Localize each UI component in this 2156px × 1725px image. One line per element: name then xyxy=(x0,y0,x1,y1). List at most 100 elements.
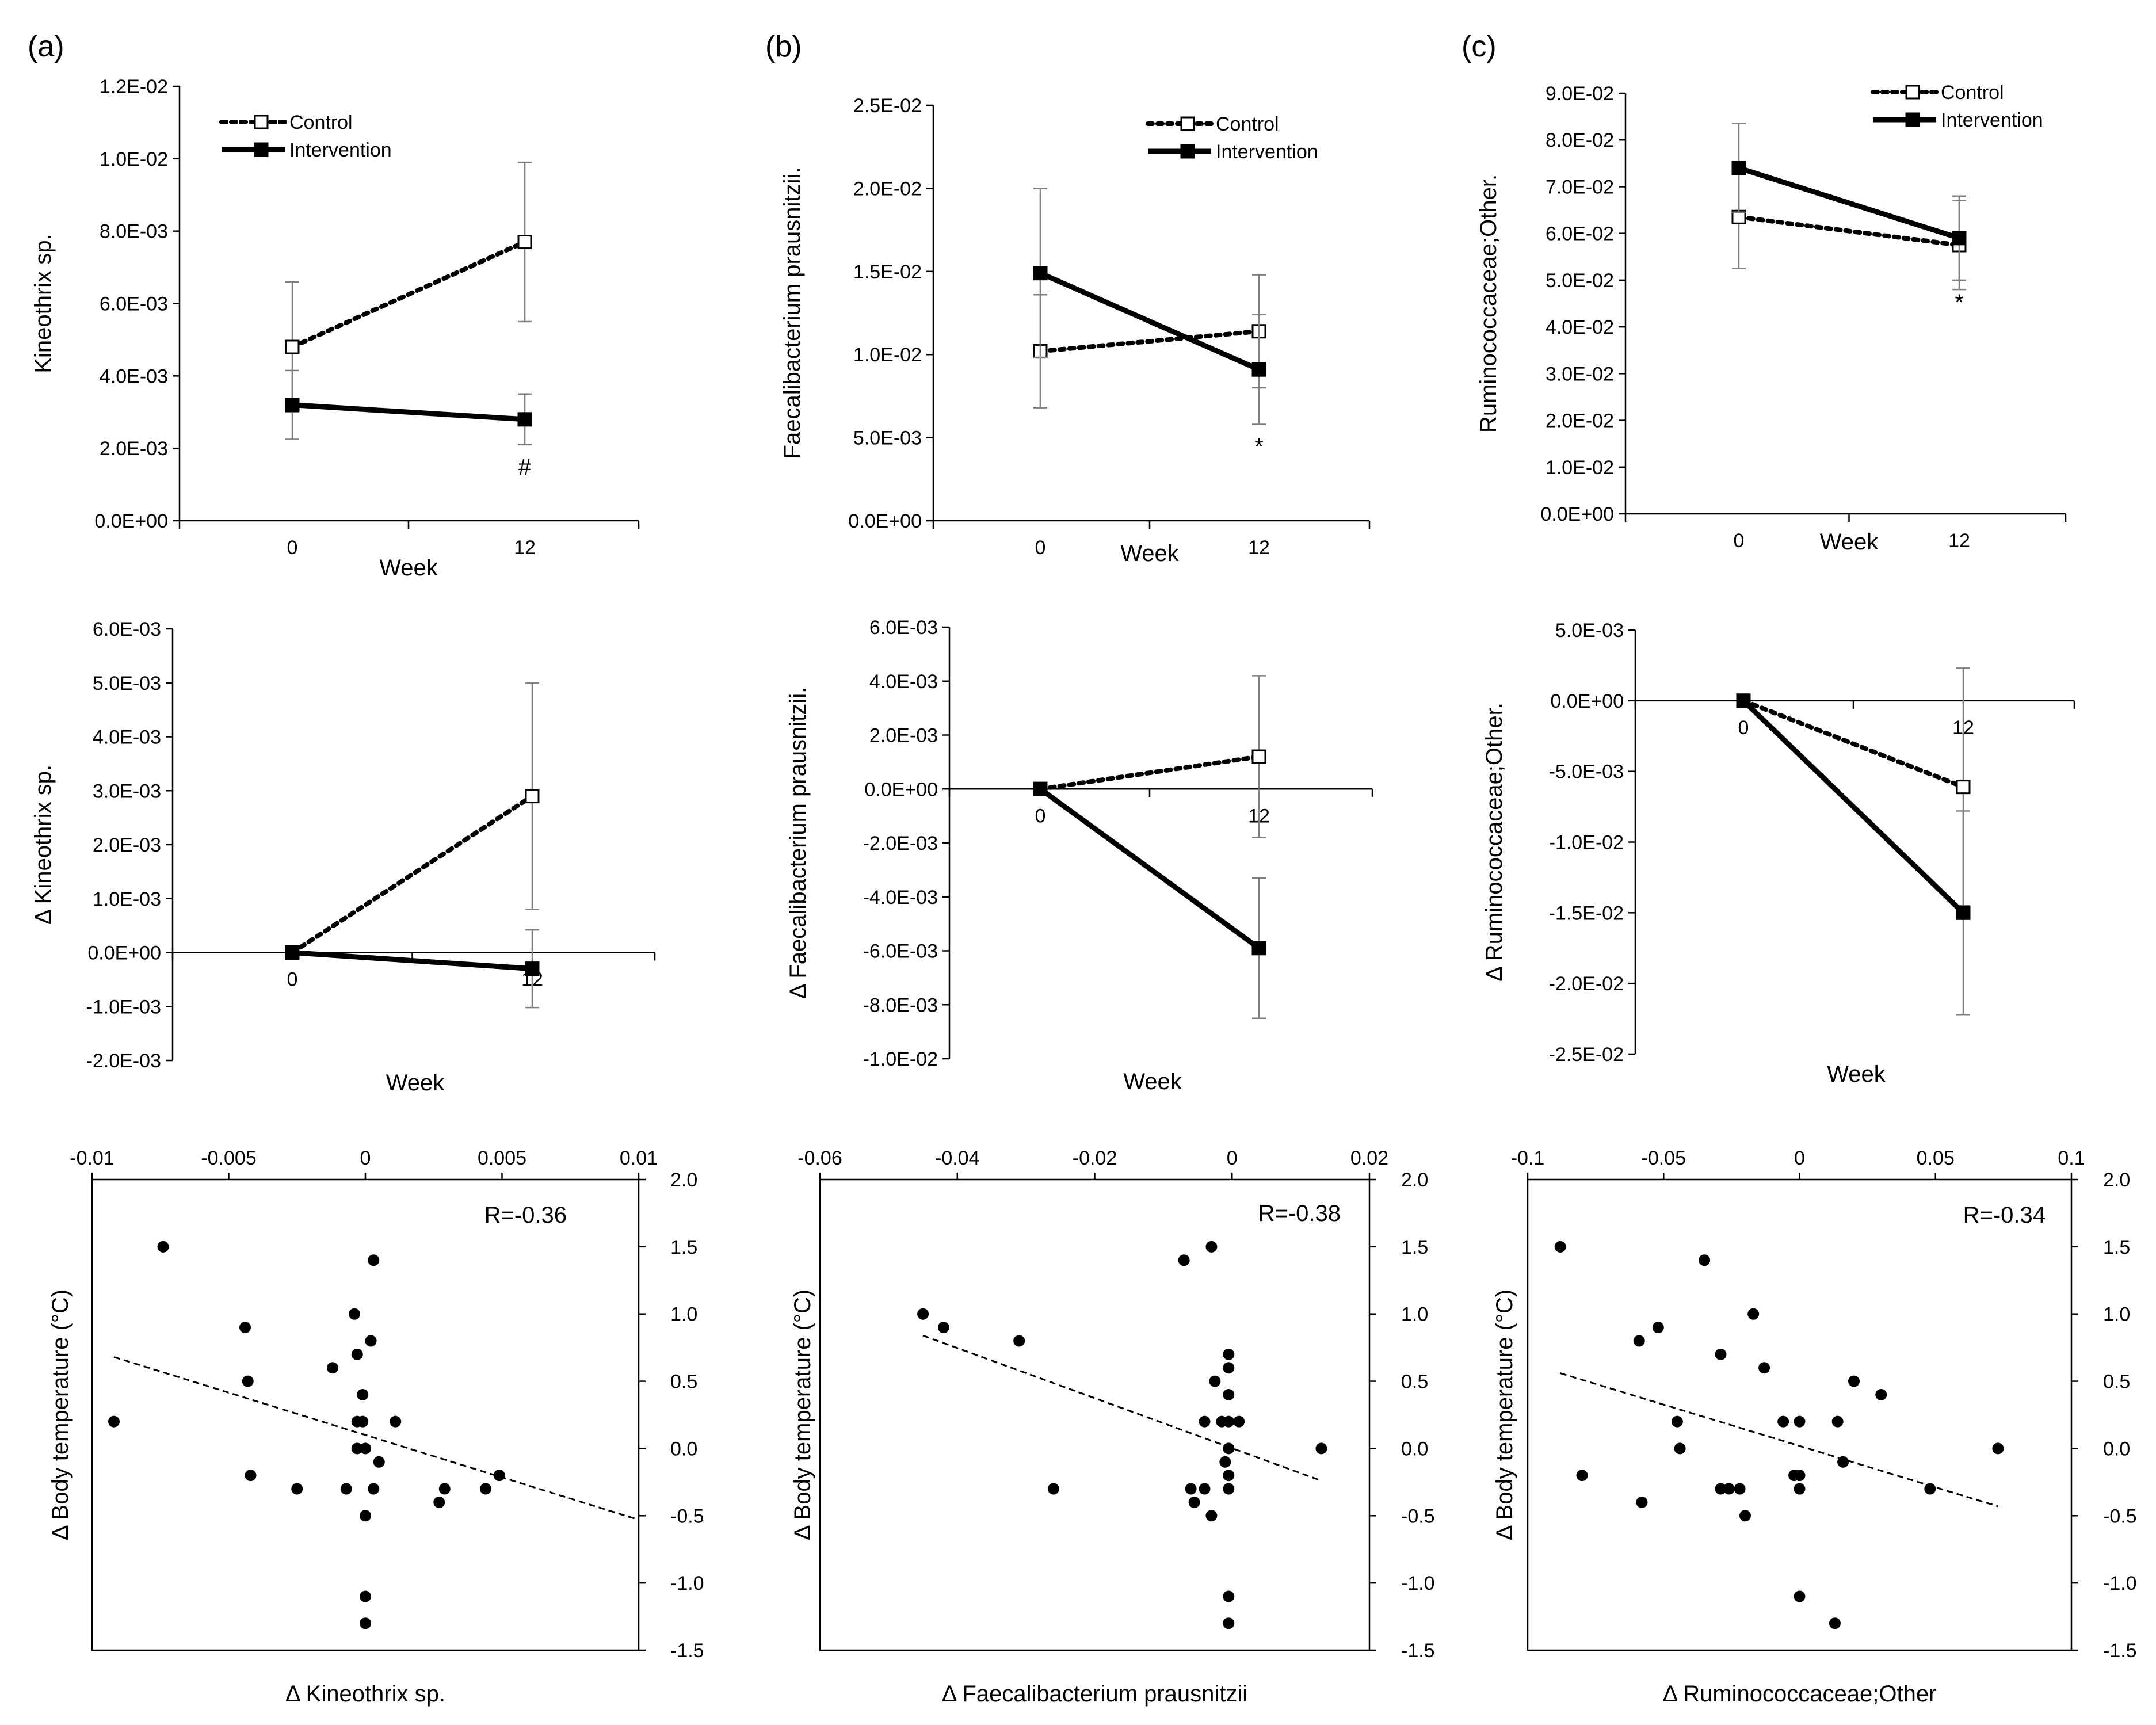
chart-b-faecalibacterium-abundance: 0.0E+00 5.0E-03 1.0E-02 1.5E-02 2.0E-02 2.5E-… xyxy=(780,95,1371,566)
scatter-point xyxy=(245,1470,257,1482)
y-tick-label: 3.0E-02 xyxy=(1546,363,1614,385)
scatter-point xyxy=(1219,1456,1231,1468)
control-series-line xyxy=(1741,698,1966,789)
scatter-point xyxy=(1205,1241,1218,1253)
y-axis-title: Δ Kineothrix sp. xyxy=(30,765,56,925)
y-tick-label: -1.5 xyxy=(1401,1640,1435,1662)
x-axis-title: Week xyxy=(1123,1069,1182,1094)
y-tick-label: 5.0E-03 xyxy=(853,428,922,449)
intervention-point xyxy=(1033,266,1048,281)
x-axis-title: Δ Kineothrix sp. xyxy=(285,1681,445,1707)
y-tick-label: 6.0E-03 xyxy=(869,617,938,639)
scatter-point xyxy=(1715,1348,1727,1360)
y-tick-label: -1.0E-02 xyxy=(1549,832,1624,854)
y-tick-label: 1.5 xyxy=(2103,1236,2130,1258)
scatter-point xyxy=(1794,1483,1806,1495)
x-tick-label: 0.01 xyxy=(620,1147,658,1169)
control-point xyxy=(517,235,532,250)
scatter-point xyxy=(1671,1415,1683,1428)
intervention-series-line xyxy=(1741,699,1966,915)
x-tick-label: -0.1 xyxy=(1511,1147,1545,1169)
scatter-point xyxy=(390,1415,402,1428)
y-tick-label: 1.5 xyxy=(1401,1236,1428,1258)
panel-letter-a: (a) xyxy=(28,30,64,63)
y-tick-label: -2.0E-03 xyxy=(86,1050,161,1072)
correlation-label: R=-0.38 xyxy=(1258,1201,1341,1226)
x-tick-label: 0.05 xyxy=(1917,1147,1955,1169)
y-tick-label: 2.0E-02 xyxy=(1546,410,1614,432)
y-tick-label: -1.5 xyxy=(2103,1640,2137,1662)
y-tick-label: -1.5E-02 xyxy=(1549,902,1624,924)
scatter-point xyxy=(1223,1590,1235,1602)
scatter-point xyxy=(1636,1496,1648,1508)
x-tick-label: -0.02 xyxy=(1073,1147,1117,1169)
y-tick-label: 6.0E-02 xyxy=(1546,223,1614,245)
scatter-point xyxy=(360,1617,371,1629)
y-tick-label: 1.0 xyxy=(670,1304,697,1326)
scatter-point xyxy=(1794,1590,1806,1602)
x-tick-label: -0.05 xyxy=(1642,1147,1686,1169)
x-tick-label: 0 xyxy=(1227,1147,1238,1169)
scatter-point xyxy=(1223,1617,1235,1629)
y-tick-label: 1.0E-02 xyxy=(100,148,168,170)
y-tick-label: 1.0E-02 xyxy=(853,344,922,366)
x-tick-label: -0.01 xyxy=(70,1147,115,1169)
legend-control-label: Control xyxy=(1941,82,2004,104)
scatter-point xyxy=(1315,1442,1327,1455)
y-tick-label: 6.0E-03 xyxy=(100,293,168,315)
control-point xyxy=(285,339,300,354)
legend-intervention-label: Intervention xyxy=(289,139,392,161)
legend-control-marker xyxy=(254,115,269,129)
y-tick-label: 4.0E-03 xyxy=(869,671,938,693)
scatter-point xyxy=(1848,1375,1860,1387)
control-series-line xyxy=(1038,329,1261,354)
y-tick-label: 7.0E-02 xyxy=(1546,176,1614,198)
y-axis-title: Δ Body temperature (°C) xyxy=(1492,1289,1517,1540)
scatter-point xyxy=(349,1308,360,1320)
chart-c-ruminococcaceae-change: -2.5E-02 -2.0E-02 -1.5E-02 -1.0E-02 -5.0E-03… xyxy=(1482,620,2075,1087)
scatter-point xyxy=(1199,1415,1211,1428)
control-point xyxy=(1251,749,1266,764)
control-series-line xyxy=(1737,215,1962,247)
scatter-point xyxy=(239,1322,251,1334)
scatter-point xyxy=(1739,1510,1751,1522)
scatter-point xyxy=(438,1483,451,1495)
x-tick-label: 0.02 xyxy=(1350,1147,1388,1169)
scatter-point xyxy=(1223,1470,1235,1482)
y-tick-label: -1.0 xyxy=(2103,1573,2137,1594)
y-tick-label: 8.0E-03 xyxy=(100,221,168,243)
y-tick-label: 1.5E-02 xyxy=(853,261,922,283)
legend-intervention-marker xyxy=(254,142,269,157)
y-tick-label: 1.5 xyxy=(670,1236,697,1258)
legend: Control Intervention xyxy=(219,112,392,161)
intervention-point xyxy=(1251,362,1266,377)
trend-line xyxy=(1560,1372,1998,1508)
intervention-point xyxy=(1952,231,1967,246)
scatter-point xyxy=(937,1322,949,1334)
scatter-point xyxy=(1223,1483,1235,1495)
panel-letter-c: (c) xyxy=(1461,30,1497,63)
scatter-point xyxy=(1633,1335,1645,1347)
scatter-point xyxy=(368,1483,380,1495)
scatter-point xyxy=(1924,1483,1936,1495)
intervention-point xyxy=(1731,161,1746,175)
y-tick-label: 2.5E-02 xyxy=(853,95,922,117)
scatter-point xyxy=(327,1362,338,1374)
panel-letter-b: (b) xyxy=(765,30,802,63)
scatter-point xyxy=(1223,1442,1235,1455)
y-tick-label: -8.0E-03 xyxy=(863,994,938,1016)
x-tick-label: 12 xyxy=(1248,537,1270,559)
x-tick-label: 0 xyxy=(1035,537,1046,559)
scatter-point xyxy=(108,1415,120,1428)
chart-b-body-temperature-scatter: -0.06 -0.04 -0.02 0 0.02 -1.5 -1.0 -0.5 0.0 0.5 1.… xyxy=(790,1147,1435,1707)
scatter-point xyxy=(242,1375,254,1387)
control-series-line xyxy=(1038,754,1261,792)
scatter-point xyxy=(1715,1483,1727,1495)
x-tick-label: 0 xyxy=(1734,530,1745,552)
chart-b-faecalibacterium-change: -1.0E-02 -8.0E-03 -6.0E-03 -4.0E-03 -2.0E-03… xyxy=(785,617,1373,1094)
y-tick-label: 0.0E+00 xyxy=(848,510,922,532)
scatter-point xyxy=(1233,1415,1245,1428)
scatter-point xyxy=(360,1510,371,1522)
scatter-point xyxy=(1209,1375,1221,1387)
scatter-point xyxy=(1747,1308,1760,1320)
